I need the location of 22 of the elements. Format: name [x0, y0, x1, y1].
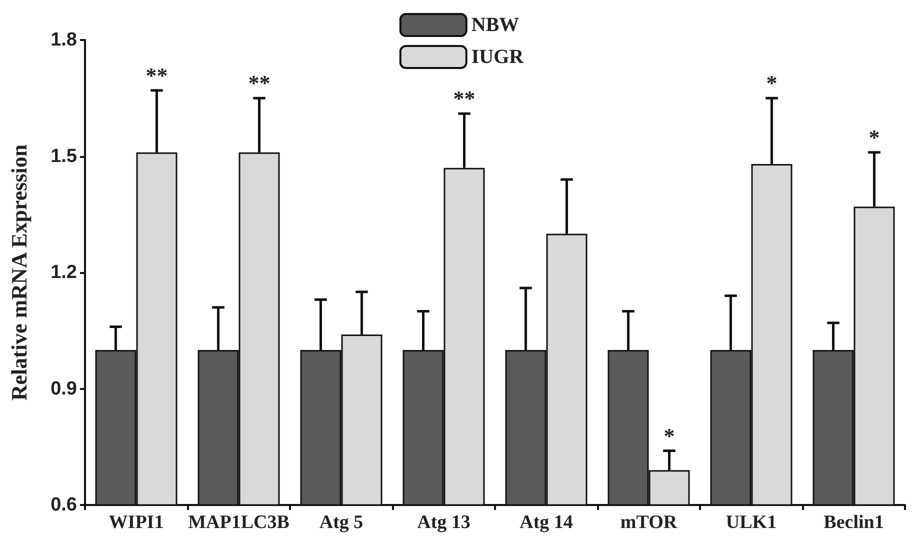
- y-tick-label: 1.2: [50, 262, 77, 283]
- x-tick-label: Atg 5: [319, 512, 364, 533]
- y-tick-label: 1.5: [50, 146, 78, 167]
- data-label: *: [664, 423, 675, 448]
- x-tick-label: Atg 13: [417, 512, 470, 533]
- data-label: *: [766, 70, 778, 96]
- legend-label: NBW: [471, 14, 520, 36]
- y-tick-label: 0.6: [50, 494, 77, 516]
- x-tick-label: WIPI1: [108, 512, 164, 533]
- data-label: **: [248, 70, 270, 96]
- data-label: **: [453, 86, 476, 112]
- y-tick-label: 0.9: [50, 378, 77, 400]
- data-label: **: [146, 62, 168, 88]
- y-axis-title: Relative mRNA Expression: [6, 144, 32, 401]
- legend-label: IUGR: [471, 46, 524, 68]
- x-tick-label: Atg 14: [520, 512, 574, 533]
- x-tick-label: mTOR: [620, 512, 678, 533]
- y-tick-label: 1.8: [50, 30, 77, 50]
- x-tick-label: ULK1: [726, 512, 777, 533]
- data-label: *: [868, 124, 880, 150]
- x-tick-label: Beclin1: [824, 512, 884, 533]
- x-tick-label: MAP1LC3B: [188, 512, 290, 533]
